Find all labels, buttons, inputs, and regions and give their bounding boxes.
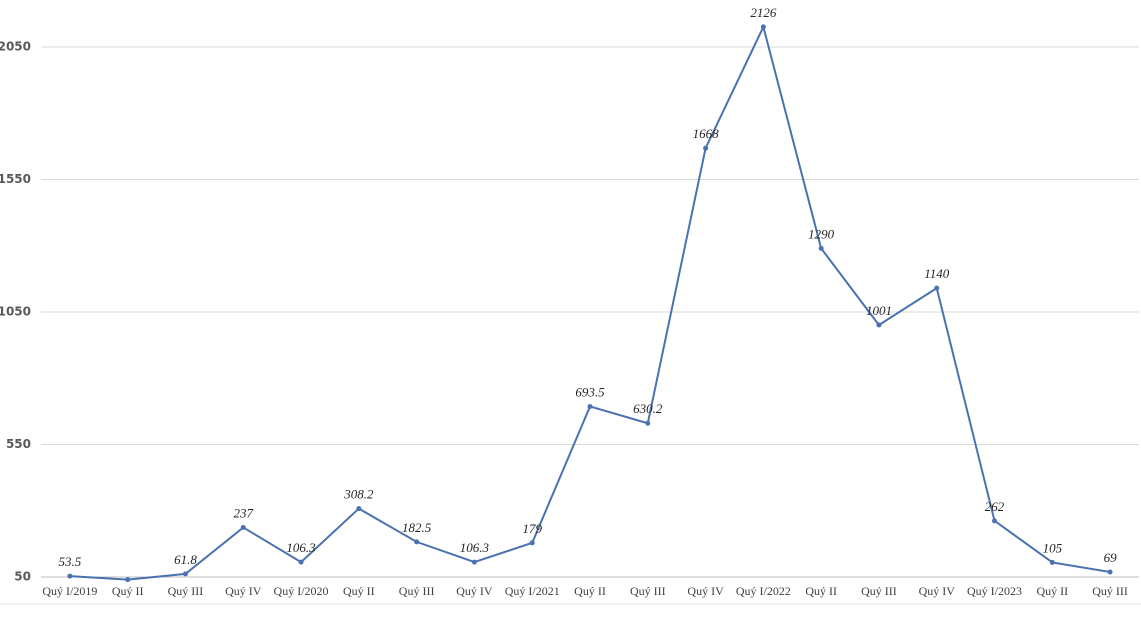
data-point — [876, 322, 882, 328]
value-label: 106.3 — [460, 540, 490, 555]
data-point — [414, 539, 420, 545]
y-tick-label: 1550 — [0, 172, 31, 186]
x-tick-label: Quý I/2020 — [274, 584, 329, 598]
data-point — [529, 540, 535, 546]
value-label: 1668 — [693, 126, 720, 141]
x-tick-label: Quý II — [574, 584, 606, 598]
x-tick-label: Quý III — [861, 584, 897, 598]
x-tick-label: Quý II — [112, 584, 144, 598]
y-tick-label: 2050 — [0, 40, 31, 54]
x-tick-label: Quý III — [630, 584, 666, 598]
x-tick-label: Quý IV — [456, 584, 493, 598]
x-tick-label: Quý IV — [919, 584, 956, 598]
data-point — [356, 506, 362, 512]
data-point — [645, 420, 651, 426]
data-point — [240, 524, 246, 530]
x-tick-label: Quý I/2023 — [967, 584, 1022, 598]
value-label: 105 — [1043, 540, 1063, 555]
data-point — [934, 285, 940, 291]
x-tick-label: Quý III — [1092, 584, 1128, 598]
data-point — [703, 145, 709, 151]
value-label: 182.5 — [402, 520, 432, 535]
value-label: 1290 — [808, 226, 835, 241]
data-point — [818, 245, 824, 251]
value-label: 53.5 — [59, 554, 82, 569]
x-tick-label: Quý IV — [225, 584, 262, 598]
value-label: 693.5 — [575, 384, 605, 399]
y-tick-label: 50 — [14, 570, 31, 584]
value-label: 179 — [522, 521, 542, 536]
data-point — [67, 573, 73, 579]
data-point — [992, 518, 998, 524]
data-point — [1049, 559, 1055, 565]
x-tick-label: Quý I/2022 — [736, 584, 791, 598]
data-point — [760, 24, 766, 30]
data-point — [182, 571, 188, 577]
x-tick-label: Quý II — [805, 584, 837, 598]
x-tick-label: Quý III — [168, 584, 204, 598]
data-point — [298, 559, 304, 565]
x-tick-label: Quý IV — [687, 584, 724, 598]
value-label: 1140 — [924, 266, 950, 281]
x-tick-label: Quý III — [399, 584, 435, 598]
data-point — [587, 403, 593, 409]
y-tick-label: 1050 — [0, 305, 31, 319]
data-point — [125, 577, 131, 583]
x-tick-label: Quý II — [343, 584, 375, 598]
value-label: 630.2 — [633, 401, 663, 416]
data-point — [1107, 569, 1113, 575]
value-label: 262 — [985, 499, 1005, 514]
y-tick-label: 550 — [6, 437, 31, 451]
value-label: 61.8 — [174, 552, 197, 567]
data-line — [69, 23, 1111, 581]
value-label: 69 — [1104, 550, 1118, 565]
x-tick-label: Quý II — [1036, 584, 1068, 598]
x-tick-label: Quý I/2021 — [505, 584, 560, 598]
value-label: 308.2 — [343, 487, 374, 502]
x-tick-label: Quý I/2019 — [42, 584, 97, 598]
value-label: 1001 — [866, 303, 892, 318]
data-point — [471, 559, 477, 565]
value-label: 2126 — [750, 5, 777, 20]
value-label: 106.3 — [286, 540, 316, 555]
value-label: 237 — [234, 505, 254, 520]
